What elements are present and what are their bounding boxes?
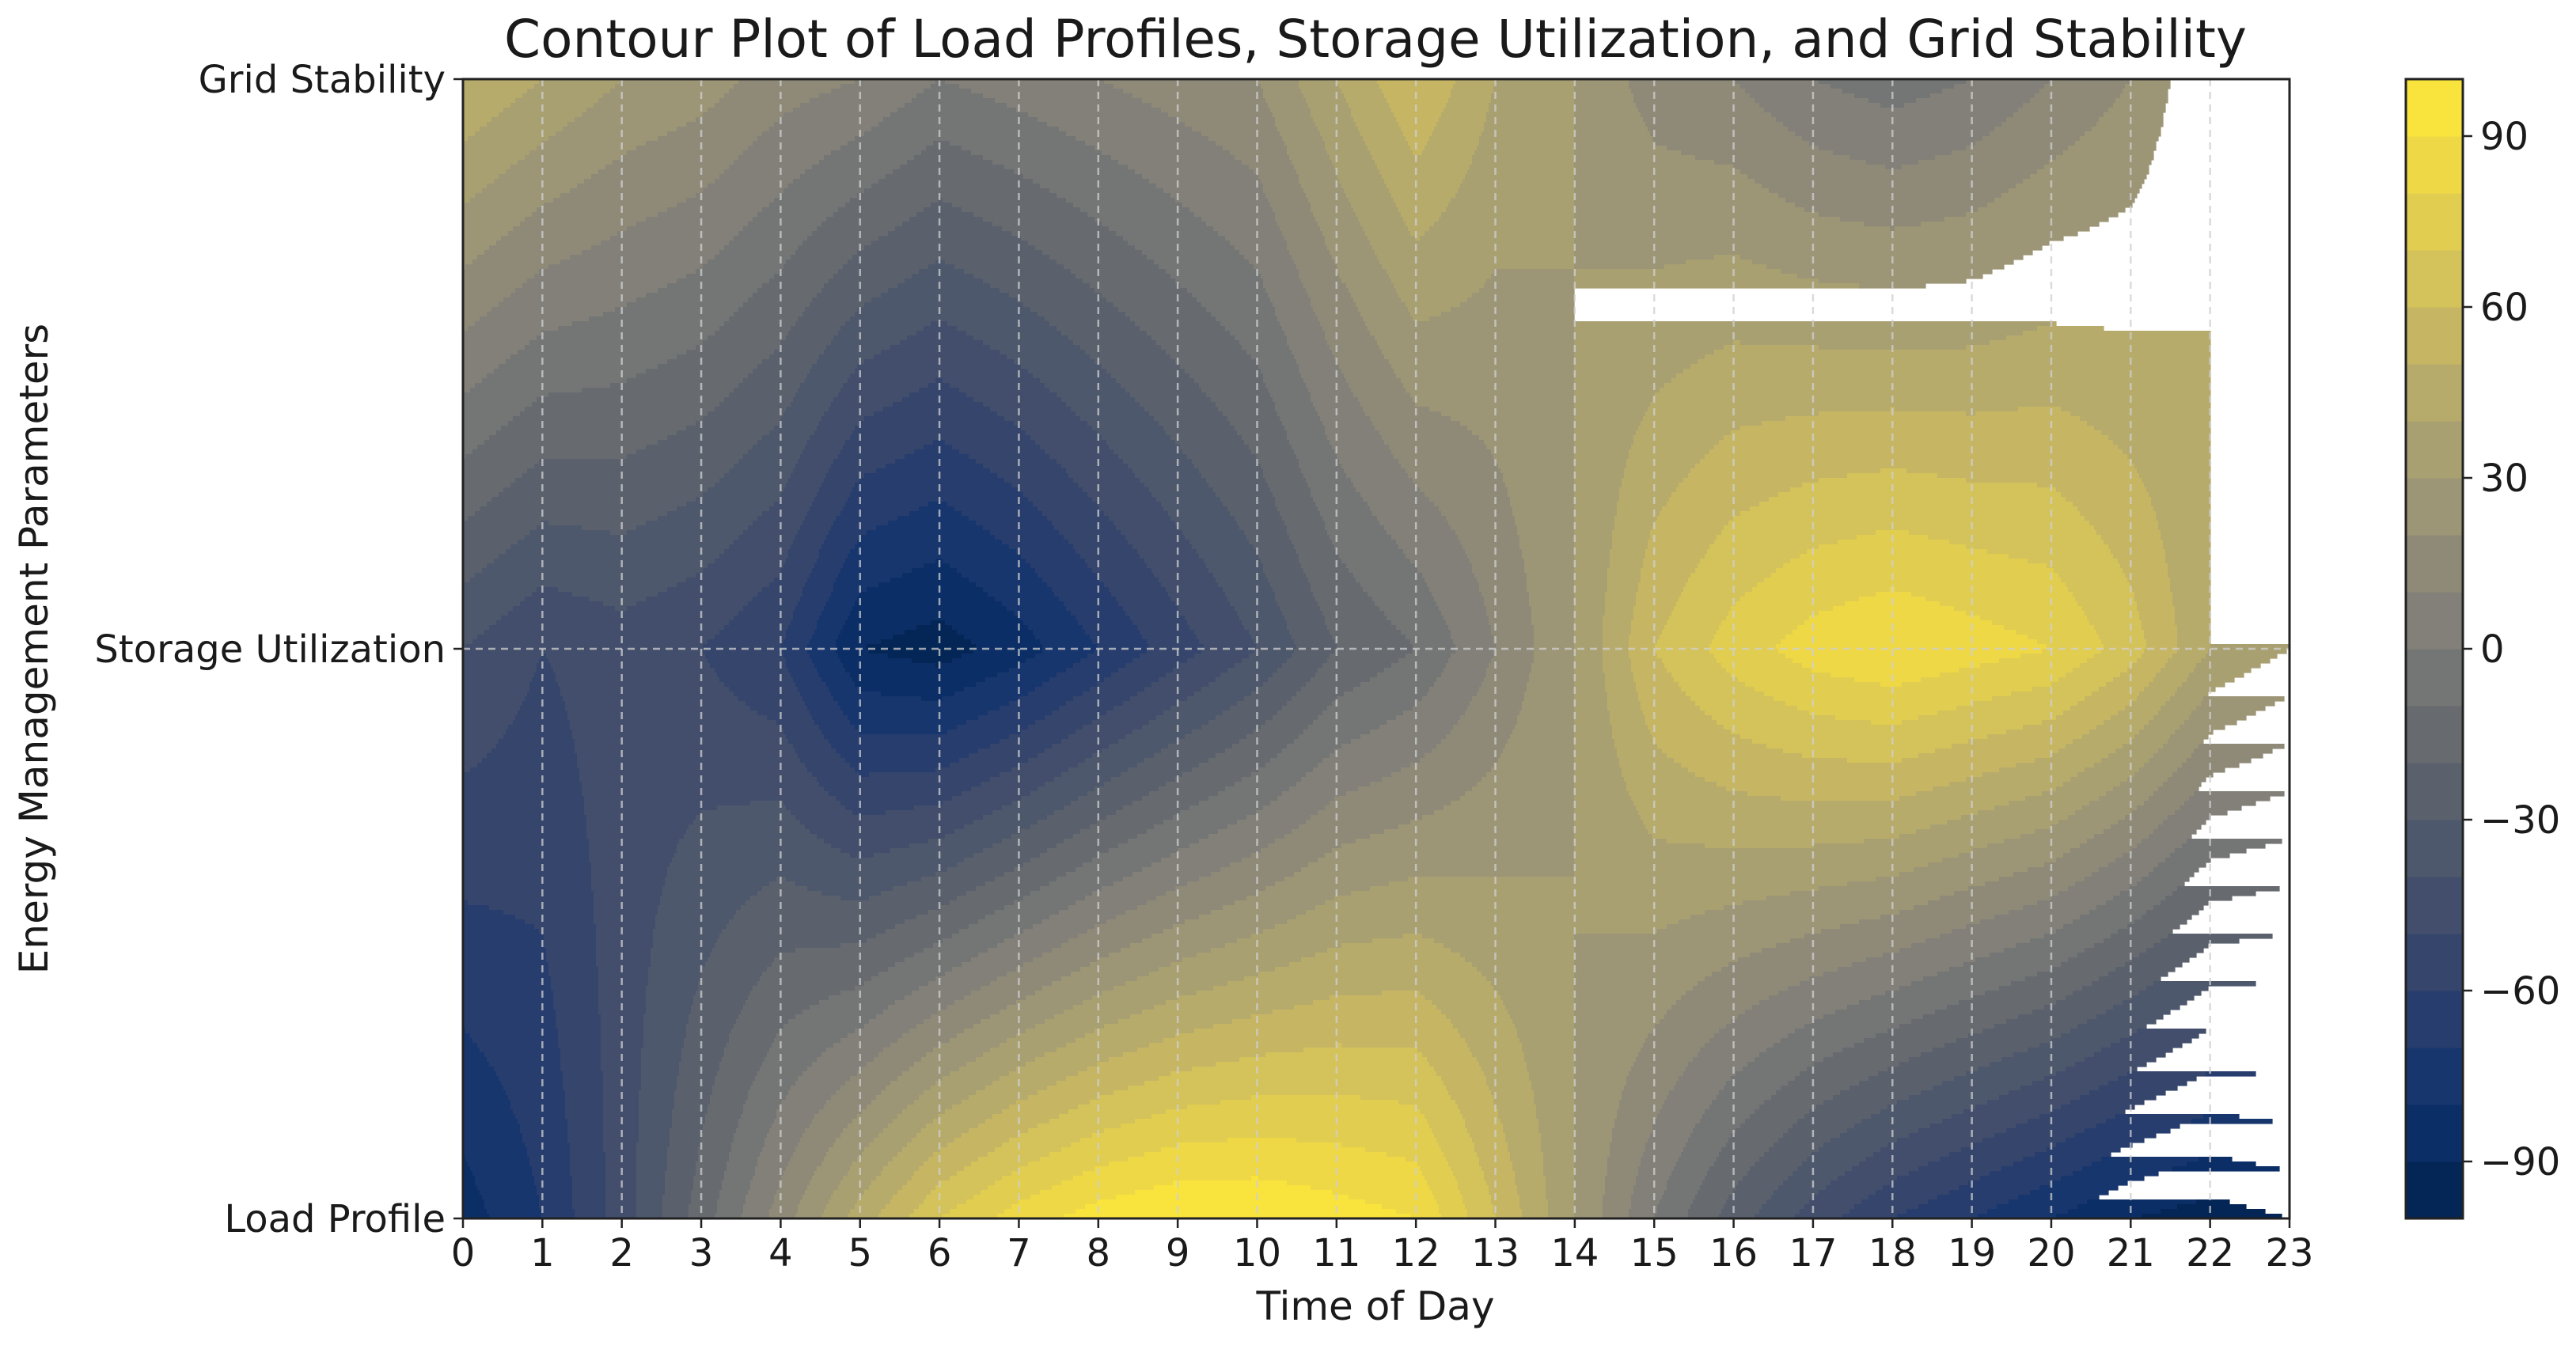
colorbar-band <box>2406 193 2463 251</box>
colorbar-band <box>2406 421 2463 479</box>
colorbar-band <box>2406 649 2463 707</box>
colorbar-band <box>2406 934 2463 991</box>
x-tick-label: 9 <box>1166 1231 1190 1275</box>
x-tick-label: 15 <box>1630 1231 1679 1275</box>
x-tick-label: 4 <box>768 1231 793 1275</box>
y-axis-ticks: Load Profile Storage Utilization Grid Stab… <box>94 58 463 1241</box>
colorbar-band <box>2406 79 2463 137</box>
x-tick-label: 22 <box>2186 1231 2234 1275</box>
colorbar-band <box>2406 820 2463 877</box>
colorbar-band <box>2406 1048 2463 1105</box>
colorbar-band <box>2406 706 2463 764</box>
x-tick-label: 20 <box>2027 1231 2075 1275</box>
x-tick-label: 7 <box>1007 1231 1031 1275</box>
x-axis-label: Time of Day <box>1255 1283 1494 1329</box>
colorbar-tick-label: 30 <box>2480 457 2529 501</box>
colorbar-tick-label: −30 <box>2480 798 2560 843</box>
x-tick-label: 17 <box>1789 1231 1837 1275</box>
x-tick-label: 10 <box>1233 1231 1281 1275</box>
y-axis-label: Energy Management Parameters <box>11 324 57 974</box>
x-tick-label: 1 <box>530 1231 555 1275</box>
colorbar-band <box>2406 763 2463 820</box>
colorbar-tick-label: 0 <box>2480 627 2505 672</box>
y-tick-label: Grid Stability <box>199 58 446 102</box>
colorbar-tick-label: −90 <box>2480 1140 2560 1184</box>
x-tick-label: 21 <box>2107 1231 2155 1275</box>
colorbar-band <box>2406 592 2463 650</box>
x-tick-label: 6 <box>928 1231 952 1275</box>
y-tick-label: Storage Utilization <box>94 627 446 672</box>
colorbar-tick-label: 60 <box>2480 286 2529 330</box>
colorbar-band <box>2406 478 2463 536</box>
x-tick-label: 23 <box>2265 1231 2313 1275</box>
x-tick-label: 3 <box>689 1231 714 1275</box>
x-tick-label: 2 <box>609 1231 634 1275</box>
x-tick-label: 5 <box>848 1231 872 1275</box>
colorbar-band <box>2406 877 2463 934</box>
colorbar-tick-label: −60 <box>2480 969 2560 1014</box>
x-tick-label: 12 <box>1392 1231 1440 1275</box>
x-tick-label: 18 <box>1868 1231 1917 1275</box>
x-tick-label: 11 <box>1312 1231 1360 1275</box>
colorbar-band <box>2406 1161 2463 1219</box>
x-tick-label: 14 <box>1550 1231 1599 1275</box>
colorbar-band <box>2406 991 2463 1048</box>
x-tick-label: 8 <box>1087 1231 1111 1275</box>
chart-title: Contour Plot of Load Profiles, Storage U… <box>504 9 2247 70</box>
x-tick-label: 13 <box>1471 1231 1519 1275</box>
x-tick-label: 19 <box>1948 1231 1996 1275</box>
y-tick-label: Load Profile <box>224 1197 446 1241</box>
colorbar-band <box>2406 250 2463 308</box>
colorbar: −90 −60 −30 0 30 60 90 <box>2406 79 2560 1219</box>
colorbar-band <box>2406 364 2463 422</box>
x-tick-label: 16 <box>1709 1231 1758 1275</box>
colorbar-band <box>2406 535 2463 593</box>
colorbar-band <box>2406 136 2463 194</box>
colorbar-band <box>2406 307 2463 365</box>
x-tick-label: 0 <box>451 1231 476 1275</box>
colorbar-band <box>2406 1105 2463 1162</box>
colorbar-tick-label: 90 <box>2480 115 2529 159</box>
